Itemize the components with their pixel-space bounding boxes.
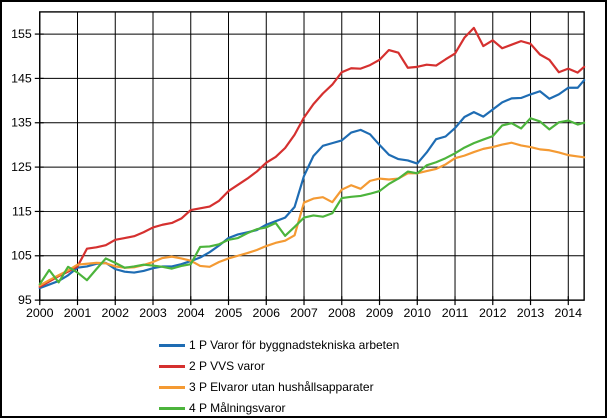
y-axis-tick-label: 95 <box>18 293 32 307</box>
y-axis-tick-label: 115 <box>12 204 32 218</box>
x-axis-tick-label: 2008 <box>328 306 356 320</box>
x-axis-tick-label: 2000 <box>26 306 54 320</box>
legend-item: 4 P Målningsvaror <box>159 398 399 416</box>
x-axis-tick-label: 2013 <box>517 306 545 320</box>
y-axis-tick-label: 125 <box>11 160 32 174</box>
legend-line-swatch-blue <box>159 344 185 347</box>
x-axis-tick-label: 2010 <box>403 306 431 320</box>
y-axis-tick-label: 135 <box>11 116 32 130</box>
legend-line-swatch-orange <box>159 386 185 389</box>
x-axis-tick-label: 2009 <box>366 306 394 320</box>
chart-legend: 1 P Varor för byggnadstekniska arbeten 2… <box>159 335 399 416</box>
legend-line-swatch-red <box>159 365 185 368</box>
series-line <box>38 26 586 288</box>
legend-item: 2 P VVS varor <box>159 356 399 377</box>
legend-label: 3 P Elvaror utan hushållsapparater <box>189 380 374 394</box>
x-axis-tick-label: 2014 <box>554 306 582 320</box>
y-axis-tick-label: 155 <box>11 27 32 41</box>
x-axis-tick-label: 2004 <box>177 306 205 320</box>
legend-line-swatch-green <box>159 407 185 410</box>
legend-item: 3 P Elvaror utan hushållsapparater <box>159 377 399 398</box>
x-axis-tick-label: 2006 <box>252 306 280 320</box>
series-line <box>38 117 586 286</box>
plot-frame <box>39 11 585 301</box>
legend-item: 1 P Varor för byggnadstekniska arbeten <box>159 335 399 356</box>
y-axis-tick-label: 105 <box>11 249 32 263</box>
x-axis-tick-label: 2003 <box>139 306 167 320</box>
x-axis-tick-label: 2011 <box>442 306 469 320</box>
legend-label: 4 P Målningsvaror <box>189 401 286 415</box>
x-axis-tick-label: 2007 <box>290 306 318 320</box>
x-axis-tick-label: 2005 <box>215 306 243 320</box>
series-line <box>38 79 586 290</box>
x-axis-tick-label: 2012 <box>479 306 507 320</box>
legend-label: 1 P Varor för byggnadstekniska arbeten <box>189 338 400 352</box>
y-axis-tick-label: 145 <box>11 71 32 85</box>
x-axis-tick-label: 2002 <box>101 306 129 320</box>
legend-label: 2 P VVS varor <box>189 359 265 373</box>
series-line <box>38 141 586 287</box>
x-axis-tick-label: 2001 <box>64 306 92 320</box>
